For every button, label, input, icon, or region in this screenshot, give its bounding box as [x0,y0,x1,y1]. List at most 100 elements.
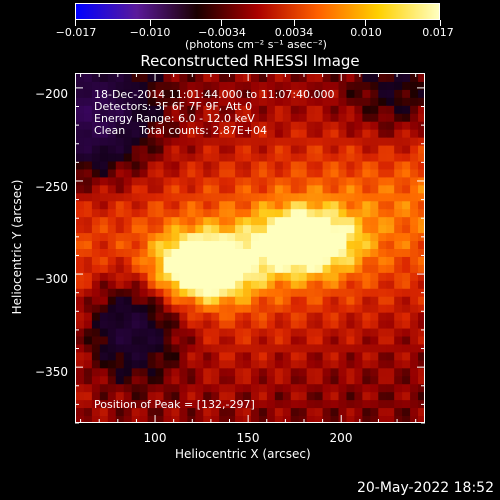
image-pixel [394,105,403,115]
image-pixel [211,105,220,115]
image-pixel [219,209,228,218]
image-pixel [282,320,292,330]
image-pixel [219,264,228,274]
image-pixel [147,153,157,163]
image-pixel [115,169,125,178]
image-pixel [187,225,196,234]
image-pixel [139,376,149,385]
image-pixel [354,249,363,258]
image-pixel [203,336,212,346]
image-pixel [115,153,125,163]
image-pixel [410,272,419,282]
image-pixel [266,384,276,393]
image-pixel [99,304,109,314]
image-pixel [402,121,411,131]
image-pixel [115,97,125,107]
image-pixel [99,74,109,83]
image-pixel [402,241,411,250]
image-pixel [187,272,196,282]
image-pixel [91,193,101,202]
image-pixel [330,344,340,353]
image-pixel [211,209,220,218]
image-pixel [290,201,300,210]
image-pixel [155,376,165,385]
image-pixel [107,272,117,282]
image-pixel [282,217,292,226]
image-pixel [91,113,101,123]
image-pixel [330,225,340,234]
image-pixel [211,89,220,99]
image-pixel [187,145,196,155]
image-pixel [107,241,117,250]
image-pixel [147,121,157,131]
image-pixel [346,392,355,401]
image-pixel [219,352,228,361]
image-pixel [99,376,109,385]
image-pixel [187,97,196,107]
image-pixel [115,384,125,393]
image-pixel [235,360,244,369]
image-pixel [211,288,220,298]
image-pixel [322,360,332,369]
image-pixel [322,74,332,83]
image-pixel [346,121,355,131]
image-pixel [211,328,220,338]
image-pixel [227,137,236,147]
image-pixel [410,161,419,171]
image-pixel [99,201,109,210]
image-pixel [298,312,308,322]
image-pixel [378,256,387,266]
clean-counts-label: Clean Total counts: 2.87E+04 [94,124,268,137]
image-pixel [76,384,85,393]
image-pixel [282,129,292,139]
image-pixel [115,392,125,401]
image-pixel [139,272,149,282]
image-pixel [76,249,85,258]
image-pixel [171,153,180,163]
image-pixel [107,177,117,186]
image-pixel [354,153,363,163]
image-pixel [370,89,379,99]
image-pixel [243,249,252,258]
image-pixel [115,145,125,155]
image-pixel [274,105,284,115]
image-pixel [115,264,125,274]
image-pixel [115,241,125,250]
image-pixel [155,97,165,107]
image-pixel [227,384,236,393]
image-pixel [163,105,173,115]
image-pixel [378,400,387,409]
image-pixel [115,137,125,147]
image-pixel [211,225,220,234]
image-pixel [362,97,371,107]
image-pixel [115,296,125,306]
image-pixel [258,400,268,409]
image-pixel [394,169,403,178]
image-pixel [123,368,133,377]
image-pixel [338,137,348,147]
image-pixel [123,288,133,298]
image-pixel [131,360,141,369]
image-pixel [203,376,212,385]
image-pixel [290,328,300,338]
image-pixel [386,177,395,186]
image-pixel [274,209,284,218]
image-pixel [115,225,125,234]
image-pixel [91,256,101,266]
image-pixel [290,121,300,131]
image-pixel [418,352,424,361]
image-pixel [282,193,292,202]
image-pixel [394,185,403,194]
image-pixel [306,201,316,210]
image-pixel [251,384,260,393]
image-pixel [139,177,149,186]
image-pixel [386,153,395,163]
image-pixel [378,392,387,401]
image-pixel [354,352,363,361]
image-pixel [378,304,387,314]
image-pixel [251,312,260,322]
image-pixel [402,256,411,266]
image-pixel [171,256,180,266]
image-pixel [155,368,165,377]
image-pixel [107,264,117,274]
